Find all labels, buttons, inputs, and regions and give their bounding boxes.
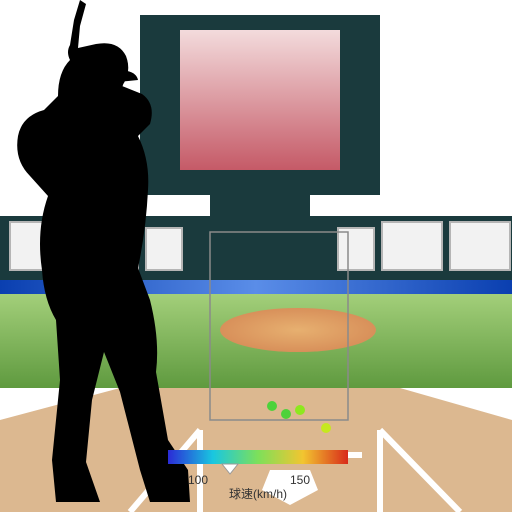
legend-tick: 100 [188,473,208,487]
pitchers-mound [220,308,376,352]
scoreboard-screen [180,30,340,170]
pitch-marker [267,401,277,411]
stands-panel [382,222,442,270]
stage-svg: 100 150球速(km/h) [0,0,512,512]
pitch-marker [295,405,305,415]
speed-legend-bar [168,450,348,464]
legend-tick: 150 [290,473,310,487]
pitch-marker [281,409,291,419]
stands-panel [450,222,510,270]
batter-head [76,54,124,102]
stands-panel [146,228,182,270]
pitch-location-diagram: 100 150球速(km/h) [0,0,512,512]
legend-label: 球速(km/h) [229,487,287,501]
pitch-marker [321,423,331,433]
stands-panel [338,228,374,270]
